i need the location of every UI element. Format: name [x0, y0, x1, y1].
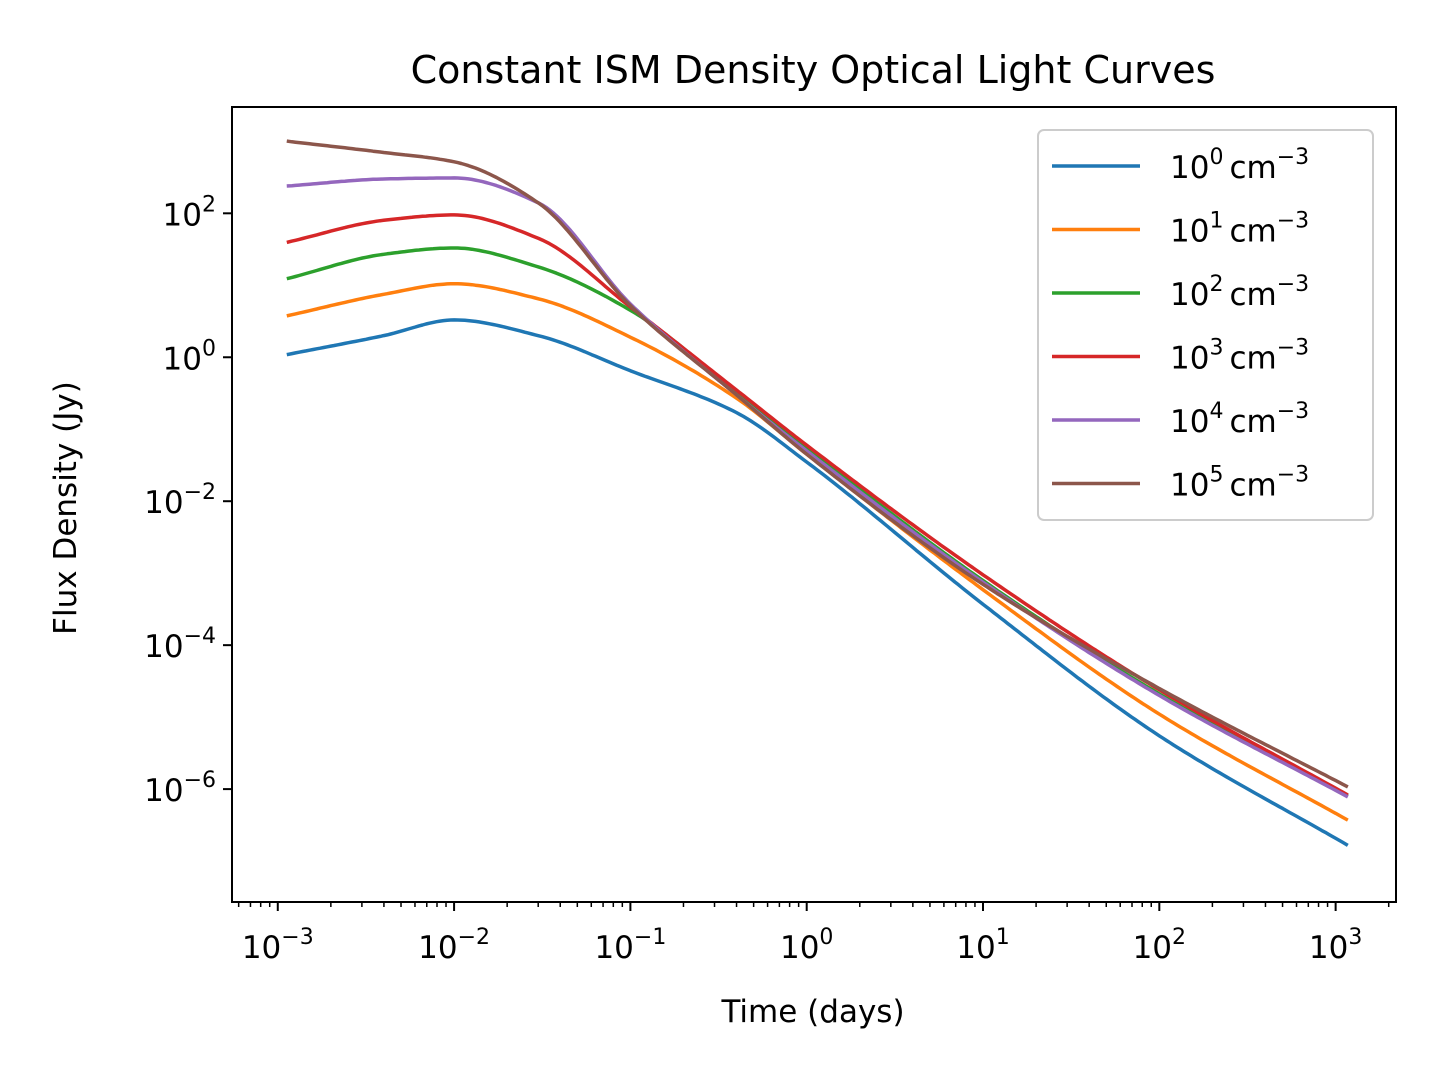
y-tick-label: 10−2 — [144, 480, 216, 521]
x-tick-label: 10−2 — [418, 925, 490, 966]
legend-label-4: 104 cm−3 — [1170, 399, 1309, 440]
y-tick-label: 10−4 — [144, 624, 216, 665]
axes-frame — [231, 106, 1397, 903]
x-tick-label: 103 — [1309, 925, 1362, 966]
legend-box — [1037, 129, 1374, 521]
y-tick-label: 102 — [163, 192, 216, 233]
legend-label-5: 105 cm−3 — [1170, 463, 1309, 504]
y-tick-label: 10−6 — [144, 768, 216, 809]
y-axis-ticks: 102 100 10−2 10−4 10−6 — [144, 192, 232, 809]
y-axis-title: Flux Density (Jy) — [48, 381, 84, 635]
x-tick-label: 10−3 — [242, 925, 314, 966]
legend-label-0: 100 cm−3 — [1170, 145, 1309, 186]
legend-label-1: 101 cm−3 — [1170, 209, 1309, 250]
series-line-0 — [286, 318, 1349, 847]
legend: 100 cm−3 101 cm−3 102 cm−3 103 cm−3 104 cm−3 105 cm… — [1037, 129, 1374, 521]
y-tick-label: 100 — [163, 336, 216, 377]
x-axis-ticks: 10−3 10−2 10−1 100 101 102 103 — [237, 902, 1390, 966]
legend-items: 100 cm−3 101 cm−3 102 cm−3 103 cm−3 104 cm−3 105 cm… — [1052, 145, 1309, 504]
series-line-4 — [286, 176, 1349, 799]
x-tick-label: 10−1 — [594, 925, 666, 966]
x-tick-label: 101 — [956, 925, 1009, 966]
x-tick-label: 100 — [780, 925, 833, 966]
legend-label-3: 103 cm−3 — [1170, 336, 1309, 377]
x-tick-label: 102 — [1133, 925, 1186, 966]
x-axis-title: Time (days) — [720, 994, 904, 1030]
series-layer — [286, 139, 1349, 847]
legend-label-2: 102 cm−3 — [1170, 272, 1309, 313]
chart-title: Constant ISM Density Optical Light Curve… — [411, 48, 1216, 92]
plot-area: 10−3 10−2 10−1 100 101 102 103 10210010−210−41… — [144, 106, 1397, 966]
series-line-5 — [286, 139, 1349, 789]
